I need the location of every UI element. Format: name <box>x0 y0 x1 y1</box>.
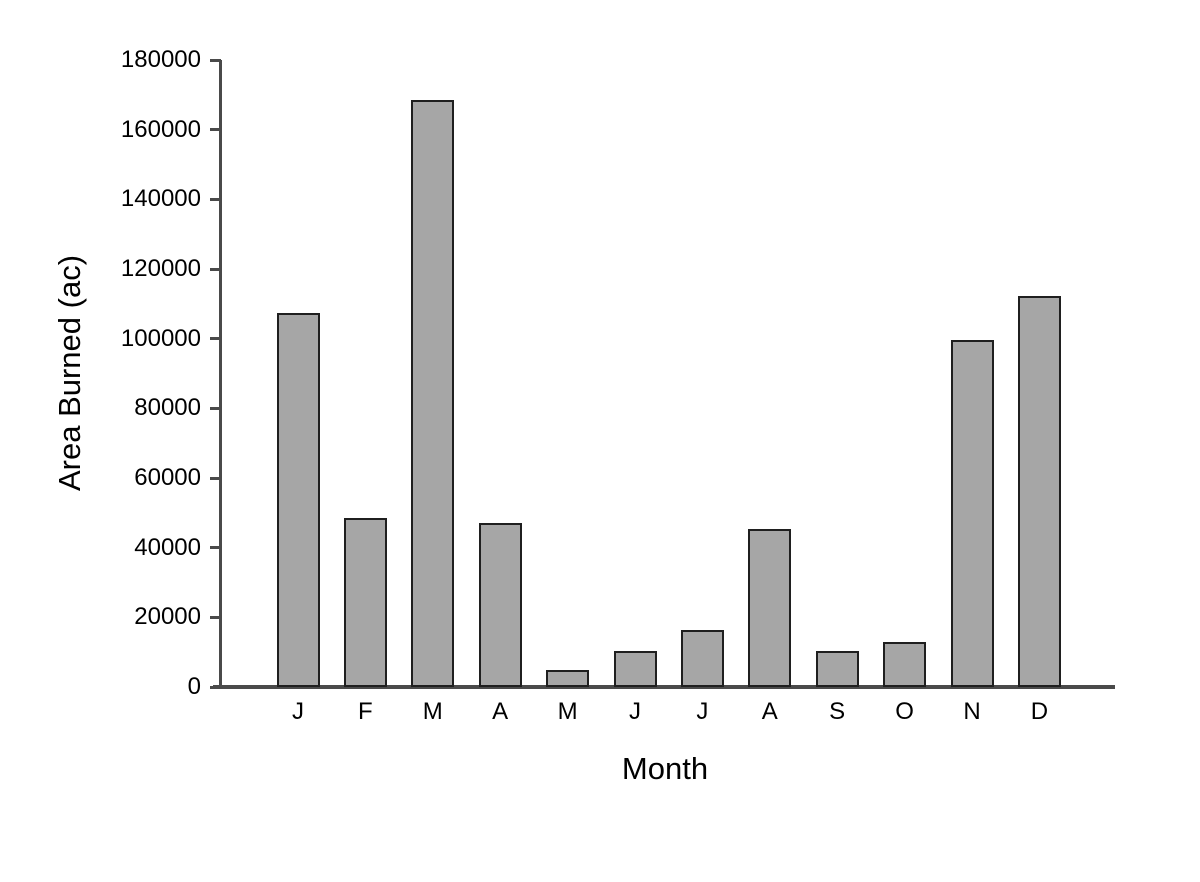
bar <box>748 528 792 687</box>
bar <box>680 629 724 687</box>
y-tick-label: 80000 <box>134 394 201 422</box>
bar <box>613 651 657 687</box>
y-tick <box>210 406 221 410</box>
x-tick-label: J <box>292 698 304 725</box>
x-tick-label: M <box>557 698 578 725</box>
y-tick <box>210 128 221 132</box>
bar <box>411 100 455 687</box>
x-tick-label: J <box>629 698 641 725</box>
y-axis-line <box>219 60 222 689</box>
y-tick <box>210 685 221 689</box>
x-tick-label: M <box>422 698 443 725</box>
y-axis-title: Area Burned (ac) <box>52 254 87 492</box>
y-tick-label: 40000 <box>134 533 201 561</box>
x-tick-label: N <box>963 698 981 725</box>
x-tick-label: D <box>1030 698 1049 725</box>
x-axis-line <box>213 685 1115 689</box>
bar <box>343 518 387 687</box>
y-tick-label: 160000 <box>120 115 201 143</box>
y-tick <box>210 337 221 341</box>
x-tick-label: O <box>895 698 914 725</box>
bar <box>276 312 320 687</box>
bar <box>1017 295 1061 687</box>
bar <box>950 340 994 687</box>
y-tick <box>210 476 221 480</box>
x-tick-label: A <box>492 698 509 725</box>
bar <box>883 641 927 687</box>
y-tick-label: 60000 <box>134 464 201 491</box>
y-tick <box>210 267 221 271</box>
y-tick-label: 140000 <box>120 185 201 213</box>
y-tick <box>210 546 221 550</box>
x-tick-label: J <box>696 698 709 725</box>
y-tick-label: 20000 <box>134 603 201 631</box>
y-tick-label: 0 <box>187 673 201 700</box>
bar <box>546 670 590 687</box>
y-tick-label: 100000 <box>120 324 201 352</box>
x-tick-label: A <box>761 698 778 725</box>
y-tick <box>210 615 221 619</box>
y-tick-label: 120000 <box>120 255 201 282</box>
y-tick-label: 180000 <box>120 46 201 73</box>
bar <box>478 523 522 687</box>
y-tick <box>210 197 221 201</box>
bar <box>815 650 859 687</box>
x-tick-label: S <box>829 698 846 725</box>
x-axis-title: Month <box>621 751 709 786</box>
y-tick <box>210 58 221 62</box>
x-tick-label: F <box>358 698 373 725</box>
